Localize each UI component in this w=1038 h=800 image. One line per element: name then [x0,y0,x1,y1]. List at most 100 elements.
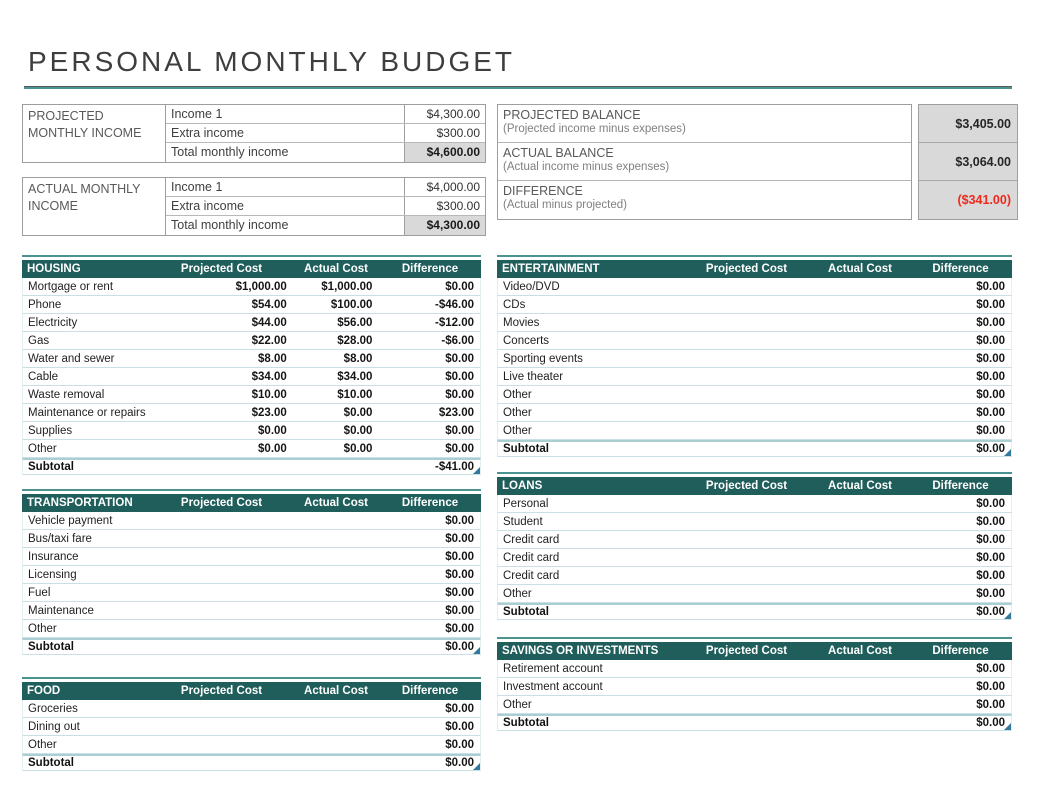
projected-cost-cell[interactable] [150,566,292,583]
actual-cost-cell[interactable] [811,696,909,713]
projected-cost-cell[interactable]: $23.00 [251,407,287,419]
subtotal-projected-cell[interactable] [150,756,292,770]
actual-cost-cell[interactable] [293,700,379,717]
income-row-value-cell[interactable]: $300.00 [404,197,485,215]
projected-cost-cell[interactable] [150,512,292,529]
projected-cost-cell[interactable]: $10.00 [251,389,287,401]
balance-row[interactable]: DIFFERENCE (Actual minus projected) [498,181,911,219]
actual-cost-cell[interactable] [293,602,379,619]
projected-cost-cell[interactable] [682,404,811,421]
projected-cost-header[interactable]: Projected Cost [705,645,788,657]
difference-cell[interactable]: $0.00 [445,587,475,599]
row-label-cell[interactable]: Bus/taxi fare [28,533,92,545]
income-total-value-cell[interactable]: $4,600.00 [404,143,485,162]
difference-cell[interactable]: -$46.00 [435,299,475,311]
housing-header[interactable]: HOUSING [27,263,81,275]
projected-cost-cell[interactable] [682,531,811,548]
subtotal-difference-cell[interactable]: $0.00 [378,756,481,770]
income-row-value-cell[interactable]: $4,300.00 [404,105,485,123]
row-label-cell[interactable]: Electricity [28,317,78,329]
difference-cell[interactable]: $0.00 [976,588,1005,600]
difference-cell[interactable]: $0.00 [976,407,1005,419]
actual-cost-header[interactable]: Actual Cost [828,645,892,657]
row-label-cell[interactable]: Fuel [28,587,51,599]
actual-cost-header[interactable]: Actual Cost [304,685,368,697]
subtotal-actual-cell[interactable] [293,640,379,654]
projected-cost-cell[interactable] [682,678,811,695]
actual-cost-cell[interactable] [811,585,909,602]
difference-cell[interactable]: $0.00 [976,371,1005,383]
difference-cell[interactable]: $0.00 [445,605,475,617]
actual-cost-cell[interactable]: $0.00 [343,443,373,455]
difference-value-cell[interactable]: ($341.00) [957,193,1011,207]
actual-cost-cell[interactable]: $8.00 [343,353,373,365]
difference-cell[interactable]: $0.00 [445,721,475,733]
projected-cost-cell[interactable] [682,278,811,295]
projected-cost-cell[interactable] [682,696,811,713]
actual-cost-cell[interactable] [293,530,379,547]
projected-cost-cell[interactable] [682,386,811,403]
row-label-cell[interactable]: Other [503,588,532,600]
row-label-cell[interactable]: Vehicle payment [28,515,113,527]
projected-cost-cell[interactable] [682,350,811,367]
subtotal-difference-cell[interactable]: -$41.00 [378,460,481,474]
projected-balance-value-cell[interactable]: $3,405.00 [919,105,1017,143]
transportation-header[interactable]: TRANSPORTATION [27,497,133,509]
row-label-cell[interactable]: Mortgage or rent [28,281,114,293]
actual-cost-cell[interactable]: $28.00 [337,335,373,347]
projected-cost-cell[interactable] [682,495,811,512]
actual-cost-header[interactable]: Actual Cost [304,263,368,275]
income-total-value-cell[interactable]: $4,300.00 [404,216,485,235]
food-header[interactable]: FOOD [27,685,61,697]
difference-cell[interactable]: $0.00 [976,516,1005,528]
actual-cost-header[interactable]: Actual Cost [828,480,892,492]
row-label-cell[interactable]: Waste removal [28,389,105,401]
actual-balance-value-cell[interactable]: $3,064.00 [919,143,1017,181]
income-row-value-cell[interactable]: $4,000.00 [404,178,485,196]
difference-cell[interactable]: $0.00 [445,515,475,527]
subtotal-label-cell[interactable]: Subtotal [503,717,549,729]
difference-header[interactable]: Difference [932,480,989,492]
actual-cost-cell[interactable] [811,549,909,566]
row-label-cell[interactable]: Groceries [28,703,78,715]
row-label-cell[interactable]: Credit card [503,552,560,564]
actual-cost-cell[interactable] [293,584,379,601]
row-label-cell[interactable]: Water and sewer [28,353,115,365]
difference-cell[interactable]: $0.00 [445,281,475,293]
actual-cost-cell[interactable] [293,566,379,583]
projected-cost-cell[interactable] [682,314,811,331]
projected-cost-cell[interactable] [682,422,811,439]
row-label-cell[interactable]: Student [503,516,543,528]
row-label-cell[interactable]: Personal [503,498,549,510]
actual-cost-cell[interactable] [811,386,909,403]
subtotal-difference-cell[interactable]: $0.00 [908,442,1011,456]
difference-cell[interactable]: $0.00 [976,534,1005,546]
projected-cost-header[interactable]: Projected Cost [180,685,263,697]
projected-cost-cell[interactable] [682,567,811,584]
actual-cost-cell[interactable] [811,404,909,421]
row-label-cell[interactable]: Licensing [28,569,77,581]
difference-cell[interactable]: $0.00 [976,570,1005,582]
subtotal-actual-cell[interactable] [293,460,379,474]
actual-cost-cell[interactable] [293,620,379,637]
projected-cost-cell[interactable] [150,736,292,753]
actual-cost-header[interactable]: Actual Cost [304,497,368,509]
difference-cell[interactable]: $0.00 [445,533,475,545]
difference-cell[interactable]: $0.00 [445,551,475,563]
row-label-cell[interactable]: Live theater [503,371,564,383]
subtotal-actual-cell[interactable] [293,756,379,770]
difference-cell[interactable]: $0.00 [976,335,1005,347]
row-label-cell[interactable]: Insurance [28,551,79,563]
projected-cost-cell[interactable] [682,585,811,602]
actual-cost-cell[interactable] [293,548,379,565]
difference-cell[interactable]: $0.00 [976,299,1005,311]
projected-cost-cell[interactable]: $0.00 [258,425,287,437]
projected-cost-cell[interactable] [150,718,292,735]
row-label-cell[interactable]: Dining out [28,721,80,733]
row-label-cell[interactable]: Other [28,739,57,751]
projected-cost-header[interactable]: Projected Cost [180,497,263,509]
actual-cost-cell[interactable] [811,513,909,530]
difference-header[interactable]: Difference [932,263,989,275]
difference-header[interactable]: Difference [401,263,459,275]
projected-cost-header[interactable]: Projected Cost [705,263,788,275]
